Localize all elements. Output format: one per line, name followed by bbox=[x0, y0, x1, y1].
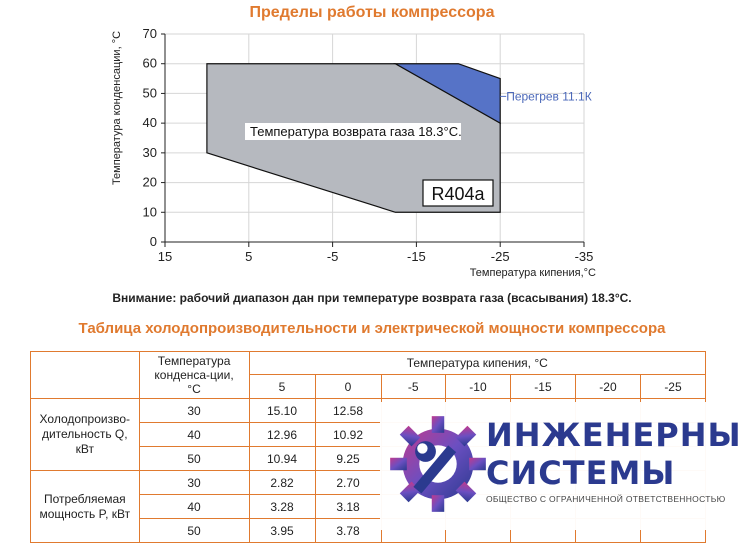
envelope-blue-region bbox=[393, 63, 501, 125]
chart-title: Пределы работы компрессора bbox=[249, 4, 495, 21]
cond-temp-cell: 30 bbox=[138, 398, 250, 423]
x-tick-label: 5 bbox=[245, 249, 252, 264]
gear-wrench-icon bbox=[390, 416, 486, 512]
y-tick-label: 0 bbox=[150, 234, 157, 249]
y-tick-label: 20 bbox=[143, 175, 157, 190]
y-tick-label: 70 bbox=[143, 26, 157, 41]
operating-envelope-chart: 0 10 20 30 40 50 60 70 15 5 -5 -15 -25 -35 Температура… bbox=[111, 26, 596, 279]
y-axis-label: Температура конденсации, °С bbox=[111, 31, 123, 185]
row-group-label: Холодопроизво-дительность Q, кВт bbox=[30, 398, 140, 471]
gray-region-label: Температура возврата газа 18.3°С. bbox=[250, 124, 462, 139]
header-row: Температура конденса-ции, °С Температура … bbox=[30, 351, 706, 399]
value-cell: 10.92 bbox=[314, 422, 382, 447]
x-tick-label: -5 bbox=[327, 249, 339, 264]
value-cell: 12.96 bbox=[248, 422, 316, 447]
y-tick-label: 30 bbox=[143, 145, 157, 160]
refrigerant-box bbox=[422, 179, 494, 207]
value-cell: 3.95 bbox=[248, 518, 316, 543]
x-axis-label: Температура кипения,°С bbox=[470, 267, 596, 279]
note-text: Внимание: рабочий диапазон дан при темпе… bbox=[112, 291, 632, 305]
evap-temp-cell: -10 bbox=[444, 374, 511, 399]
row-group-label: Потребляемая мощность P, кВт bbox=[30, 470, 140, 543]
corner-cell bbox=[30, 351, 140, 399]
evap-temp-header: Температура кипения, °С bbox=[248, 351, 706, 375]
logo-line-1: ИНЖЕНЕРНЫЕ bbox=[486, 416, 744, 454]
value-cell: 3.18 bbox=[314, 494, 382, 519]
x-tick-label: -35 bbox=[575, 249, 594, 264]
refrigerant-label: R404a bbox=[431, 184, 485, 204]
cond-temp-cell: 40 bbox=[138, 422, 250, 447]
y-tick-label: 40 bbox=[143, 115, 157, 130]
y-tick-label: 10 bbox=[143, 204, 157, 219]
evap-temp-cell: 5 bbox=[248, 374, 316, 399]
cond-temp-header: Температура конденса-ции, °С bbox=[138, 351, 250, 399]
y-tick-label: 60 bbox=[143, 56, 157, 71]
y-tick-label: 50 bbox=[143, 85, 157, 100]
cond-temp-cell: 50 bbox=[138, 446, 250, 471]
value-cell: 15.10 bbox=[248, 398, 316, 423]
x-tick-label: 15 bbox=[158, 249, 172, 264]
cond-temp-cell: 50 bbox=[138, 518, 250, 543]
logo-line-3: ОБЩЕСТВО С ОГРАНИЧЕННОЙ ОТВЕТСТВЕННОСТЬЮ bbox=[486, 494, 726, 504]
blue-region-label: Перегрев 11.1К bbox=[506, 89, 592, 103]
value-cell: 9.25 bbox=[314, 446, 382, 471]
logo-line-2: СИСТЕМЫ bbox=[486, 454, 676, 492]
gray-label-background bbox=[245, 123, 461, 140]
evap-temp-cell: -25 bbox=[639, 374, 707, 399]
evap-temps-row: 5 0 -5 -10 -15 -20 -25 bbox=[31, 374, 707, 399]
evap-temp-cell: -15 bbox=[509, 374, 576, 399]
evap-temp-cell: -20 bbox=[574, 374, 641, 399]
value-cell: 12.58 bbox=[314, 398, 382, 423]
value-cell: 2.82 bbox=[248, 470, 316, 495]
cond-temp-cell: 30 bbox=[138, 470, 250, 495]
value-cell: 3.78 bbox=[314, 518, 382, 543]
cond-temp-cell: 40 bbox=[138, 494, 250, 519]
value-cell: 2.70 bbox=[314, 470, 382, 495]
evap-temp-cell: -5 bbox=[380, 374, 446, 399]
x-tick-label: -15 bbox=[407, 249, 426, 264]
evap-temp-cell: 0 bbox=[314, 374, 382, 399]
company-logo: ИНЖЕНЕРНЫЕ СИСТЕМЫ ОБЩЕСТВО С ОГРАНИЧЕНН… bbox=[380, 402, 744, 530]
x-tick-label: -25 bbox=[491, 249, 510, 264]
value-cell: 10.94 bbox=[248, 446, 316, 471]
table-title: Таблица холодопроизводительности и элект… bbox=[78, 320, 666, 337]
value-cell: 3.28 bbox=[248, 494, 316, 519]
